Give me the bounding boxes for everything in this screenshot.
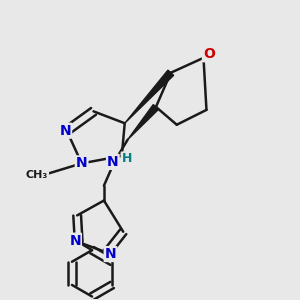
Text: N: N <box>59 124 71 138</box>
Polygon shape <box>125 70 174 123</box>
Text: CH₃: CH₃ <box>26 170 48 180</box>
Text: N: N <box>107 155 119 169</box>
Polygon shape <box>128 105 159 140</box>
Text: N: N <box>105 247 116 261</box>
Text: H: H <box>122 152 132 165</box>
Text: O: O <box>203 47 215 61</box>
Text: N: N <box>76 156 88 170</box>
Text: N: N <box>69 234 81 248</box>
